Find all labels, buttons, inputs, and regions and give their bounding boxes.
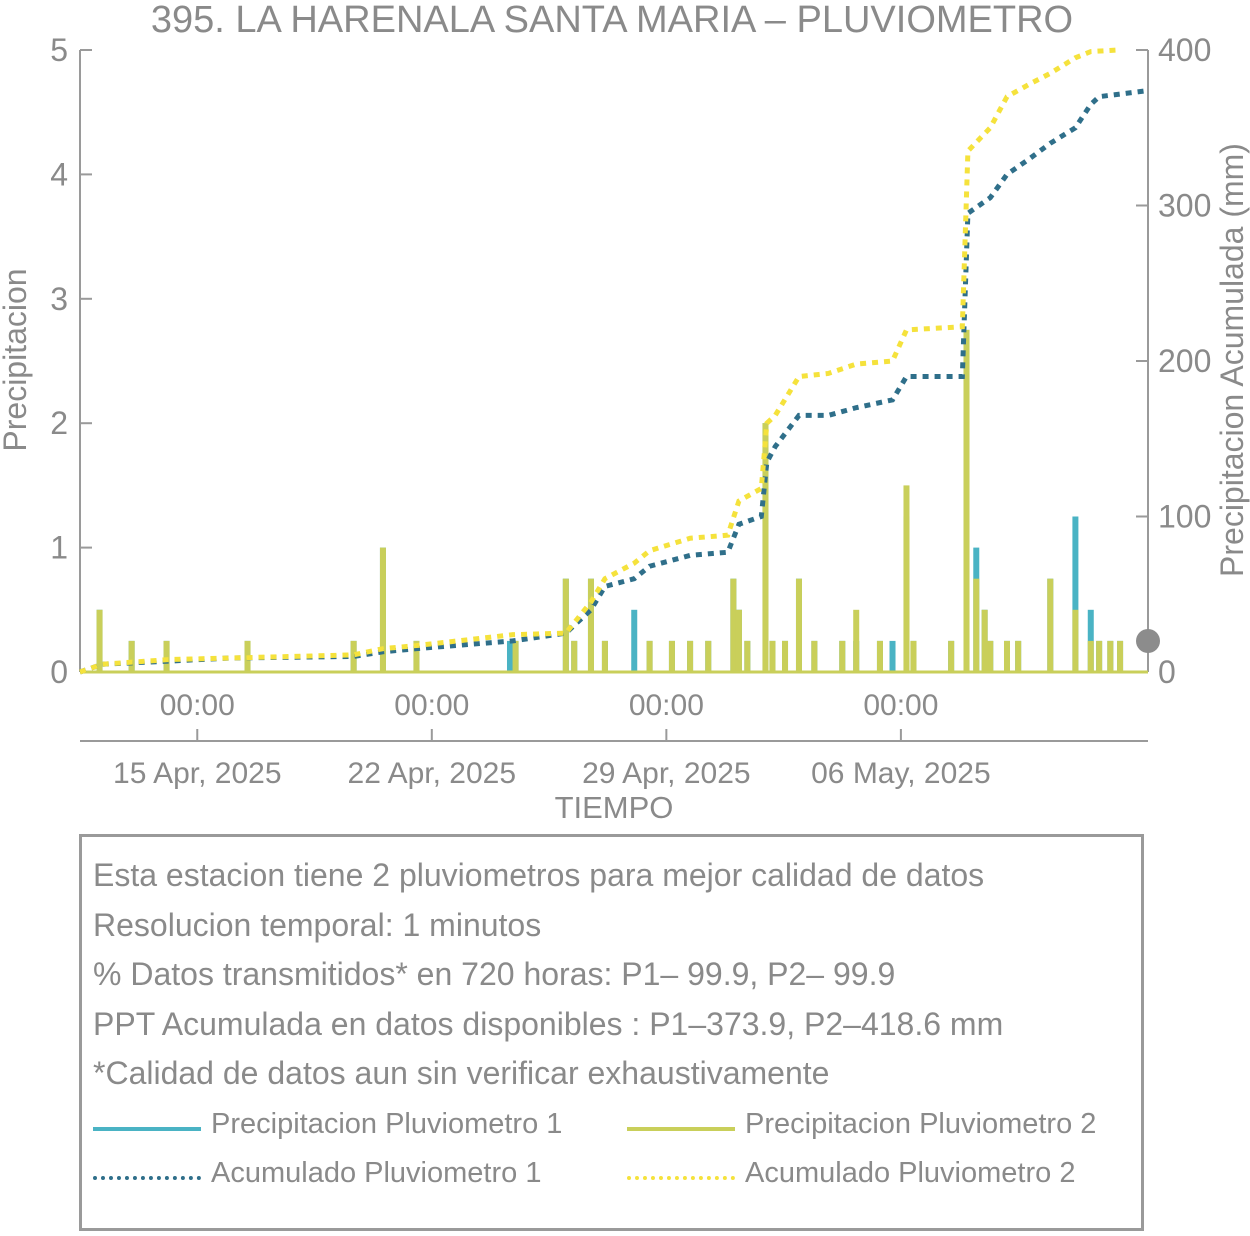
precip-bar	[973, 578, 980, 672]
precip-bar	[587, 578, 594, 672]
precip-bar	[413, 640, 420, 672]
precip-bar	[646, 640, 653, 672]
info-line-quality-note: *Calidad de datos aun sin verificar exha…	[93, 1055, 830, 1091]
precip-bar	[1107, 640, 1114, 672]
y-left-tick-label: 2	[50, 405, 68, 441]
y-left-tick-label: 5	[50, 32, 68, 68]
precip-bar	[948, 640, 955, 672]
y-axis-right-label: Precipitacion Acumulada (mm)	[1214, 143, 1250, 577]
precip-bar	[853, 609, 860, 672]
precip-bar	[687, 640, 694, 672]
y-right-tick-label: 100	[1158, 499, 1211, 535]
precip-bar	[1072, 516, 1079, 672]
precip-bar	[795, 578, 802, 672]
info-line-resolution: Resolucion temporal: 1 minutos	[93, 907, 542, 943]
x-tick-date-label: 22 Apr, 2025	[348, 757, 517, 790]
legend-label-precip-p1: Precipitacion Pluviometro 1	[211, 1108, 563, 1140]
precip-bar	[1087, 640, 1094, 672]
y-left-tick-label: 3	[50, 281, 68, 317]
info-line-transmitted: % Datos transmitidos* en 720 horas: P1– …	[93, 956, 896, 992]
precip-bar	[981, 609, 988, 672]
precip-bar	[128, 640, 135, 672]
precip-bar	[350, 640, 357, 672]
cumulative-line	[79, 88, 1149, 675]
precip-bar	[1117, 640, 1124, 672]
precip-bar	[735, 609, 742, 672]
x-tick-date-label: 15 Apr, 2025	[113, 757, 282, 790]
y-right-tick-label: 300	[1158, 188, 1211, 224]
precip-bar	[910, 640, 917, 672]
x-tick-time-label: 00:00	[629, 689, 704, 722]
rainfall-chart: 395. LA HARENALA SANTA MARIA – PLUVIOMET…	[0, 0, 1250, 825]
y-right-tick-label: 0	[1158, 654, 1176, 690]
precip-bar	[782, 640, 789, 672]
y-right-tick-label: 200	[1158, 343, 1211, 379]
precip-bar	[730, 578, 737, 672]
x-tick-time-label: 00:00	[160, 689, 235, 722]
precip-bar	[744, 640, 751, 672]
y-right-tick-label: 400	[1158, 32, 1211, 68]
y-axis-left-label: Precipitacion	[0, 268, 33, 451]
chart-title: 395. LA HARENALA SANTA MARIA – PLUVIOMET…	[151, 0, 1073, 41]
precip-bar	[705, 640, 712, 672]
precip-bar	[668, 640, 675, 672]
precip-bar	[1047, 578, 1054, 672]
precip-bar	[876, 640, 883, 672]
legend-label-cumulative-p2: Acumulado Pluviometro 2	[745, 1157, 1076, 1189]
legend-swatch-precip-p1	[93, 1127, 201, 1131]
status-indicator-dot	[1136, 629, 1160, 653]
precip-bar	[762, 423, 769, 672]
legend-swatch-precip-p2	[627, 1127, 735, 1131]
precip-bar	[1096, 640, 1103, 672]
precip-bar	[506, 640, 513, 672]
y-left-tick-label: 0	[50, 654, 68, 690]
x-tick-date-label: 06 May, 2025	[811, 757, 991, 790]
x-tick-time-label: 00:00	[394, 689, 469, 722]
series-precip-p2	[80, 329, 1148, 674]
legend-label-precip-p2: Precipitacion Pluviometro 2	[745, 1108, 1097, 1140]
precip-bar	[839, 640, 846, 672]
y-left-tick-label: 1	[50, 530, 68, 566]
precip-bar	[963, 329, 970, 672]
precip-bar	[379, 547, 386, 672]
precip-bar	[987, 640, 994, 672]
x-axis-label: TIEMPO	[555, 790, 674, 825]
precip-bar	[96, 609, 103, 672]
precip-bar	[1015, 640, 1022, 672]
precip-bar	[512, 640, 519, 672]
precip-bar	[811, 640, 818, 672]
precip-bar	[601, 640, 608, 672]
precip-bar	[163, 640, 170, 672]
series-cumulative	[79, 47, 1149, 675]
precip-bar	[631, 609, 638, 672]
precip-bar	[562, 578, 569, 672]
precip-bar	[1003, 640, 1010, 672]
info-line-accumulated: PPT Acumulada en datos disponibles : P1–…	[93, 1006, 1004, 1042]
precip-bar	[903, 485, 910, 672]
x-tick-time-label: 00:00	[863, 689, 938, 722]
legend-swatch-cumulative-p2	[627, 1176, 735, 1180]
cumulative-line	[79, 47, 1119, 675]
series-precip-p1	[80, 329, 1148, 674]
chart-axes: 0 1 2 3 4 5 0 100 200 300 400 00:00 15 Apr, 2025 00:0…	[50, 32, 1211, 790]
precip-bar	[769, 640, 776, 672]
precip-bar	[1072, 609, 1079, 672]
x-tick-date-label: 29 Apr, 2025	[582, 757, 751, 790]
legend-swatch-cumulative-p1	[93, 1176, 201, 1180]
precip-bar	[571, 640, 578, 672]
legend-label-cumulative-p1: Acumulado Pluviometro 1	[211, 1157, 542, 1189]
y-left-tick-label: 4	[50, 156, 68, 192]
info-panel: Esta estacion tiene 2 pluviometros para …	[79, 834, 1144, 1231]
info-line-stations: Esta estacion tiene 2 pluviometros para …	[93, 857, 985, 893]
precip-bar	[889, 640, 896, 672]
